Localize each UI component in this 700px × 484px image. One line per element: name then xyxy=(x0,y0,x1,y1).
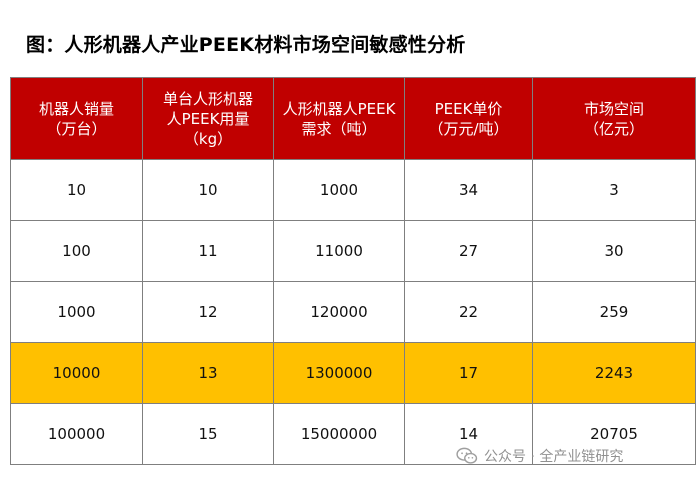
cell-robot-sales: 10 xyxy=(10,159,143,221)
header-peek-per-robot: 单台人形机器 人PEEK用量 （kg） xyxy=(142,77,274,160)
sensitivity-table: 机器人销量 （万台） 单台人形机器 人PEEK用量 （kg） 人形机器人PEEK… xyxy=(10,77,696,465)
wechat-icon xyxy=(456,447,478,464)
cell-peek-demand: 1300000 xyxy=(273,342,405,404)
cell-peek-demand: 1000 xyxy=(273,159,405,221)
page-title: 图：人形机器人产业PEEK材料市场空间敏感性分析 xyxy=(26,34,466,56)
table-row-highlighted: 10000 13 1300000 17 2243 xyxy=(10,342,696,404)
watermark-text: 公众号 · 全产业链研究 xyxy=(484,449,624,465)
header-market-size: 市场空间 （亿元） xyxy=(532,77,696,160)
table-row: 100000 15 15000000 14 20705 xyxy=(10,403,696,465)
cell-market-size: 30 xyxy=(532,220,696,282)
cell-peek-per-robot: 12 xyxy=(142,281,274,343)
cell-peek-demand: 11000 xyxy=(273,220,405,282)
cell-robot-sales: 1000 xyxy=(10,281,143,343)
header-peek-demand: 人形机器人PEEK 需求（吨） xyxy=(273,77,405,160)
table-row: 100 11 11000 27 30 xyxy=(10,220,696,282)
cell-peek-unit-price: 17 xyxy=(404,342,533,404)
table-row: 10 10 1000 34 3 xyxy=(10,159,696,221)
cell-market-size: 20705 xyxy=(532,403,696,465)
cell-robot-sales: 10000 xyxy=(10,342,143,404)
cell-robot-sales: 100000 xyxy=(10,403,143,465)
cell-peek-per-robot: 10 xyxy=(142,159,274,221)
cell-market-size: 259 xyxy=(532,281,696,343)
watermark: 公众号 · 全产业链研究 xyxy=(456,446,623,466)
cell-peek-unit-price: 27 xyxy=(404,220,533,282)
cell-peek-per-robot: 11 xyxy=(142,220,274,282)
cell-peek-demand: 15000000 xyxy=(273,403,405,465)
header-robot-sales: 机器人销量 （万台） xyxy=(10,77,143,160)
table-header-row: 机器人销量 （万台） 单台人形机器 人PEEK用量 （kg） 人形机器人PEEK… xyxy=(10,77,696,160)
cell-robot-sales: 100 xyxy=(10,220,143,282)
cell-peek-per-robot: 15 xyxy=(142,403,274,465)
table-row: 1000 12 120000 22 259 xyxy=(10,281,696,343)
cell-peek-demand: 120000 xyxy=(273,281,405,343)
cell-peek-unit-price: 34 xyxy=(404,159,533,221)
cell-market-size: 2243 xyxy=(532,342,696,404)
cell-market-size: 3 xyxy=(532,159,696,221)
cell-peek-per-robot: 13 xyxy=(142,342,274,404)
cell-peek-unit-price: 22 xyxy=(404,281,533,343)
header-peek-unit-price: PEEK单价 （万元/吨） xyxy=(404,77,533,160)
